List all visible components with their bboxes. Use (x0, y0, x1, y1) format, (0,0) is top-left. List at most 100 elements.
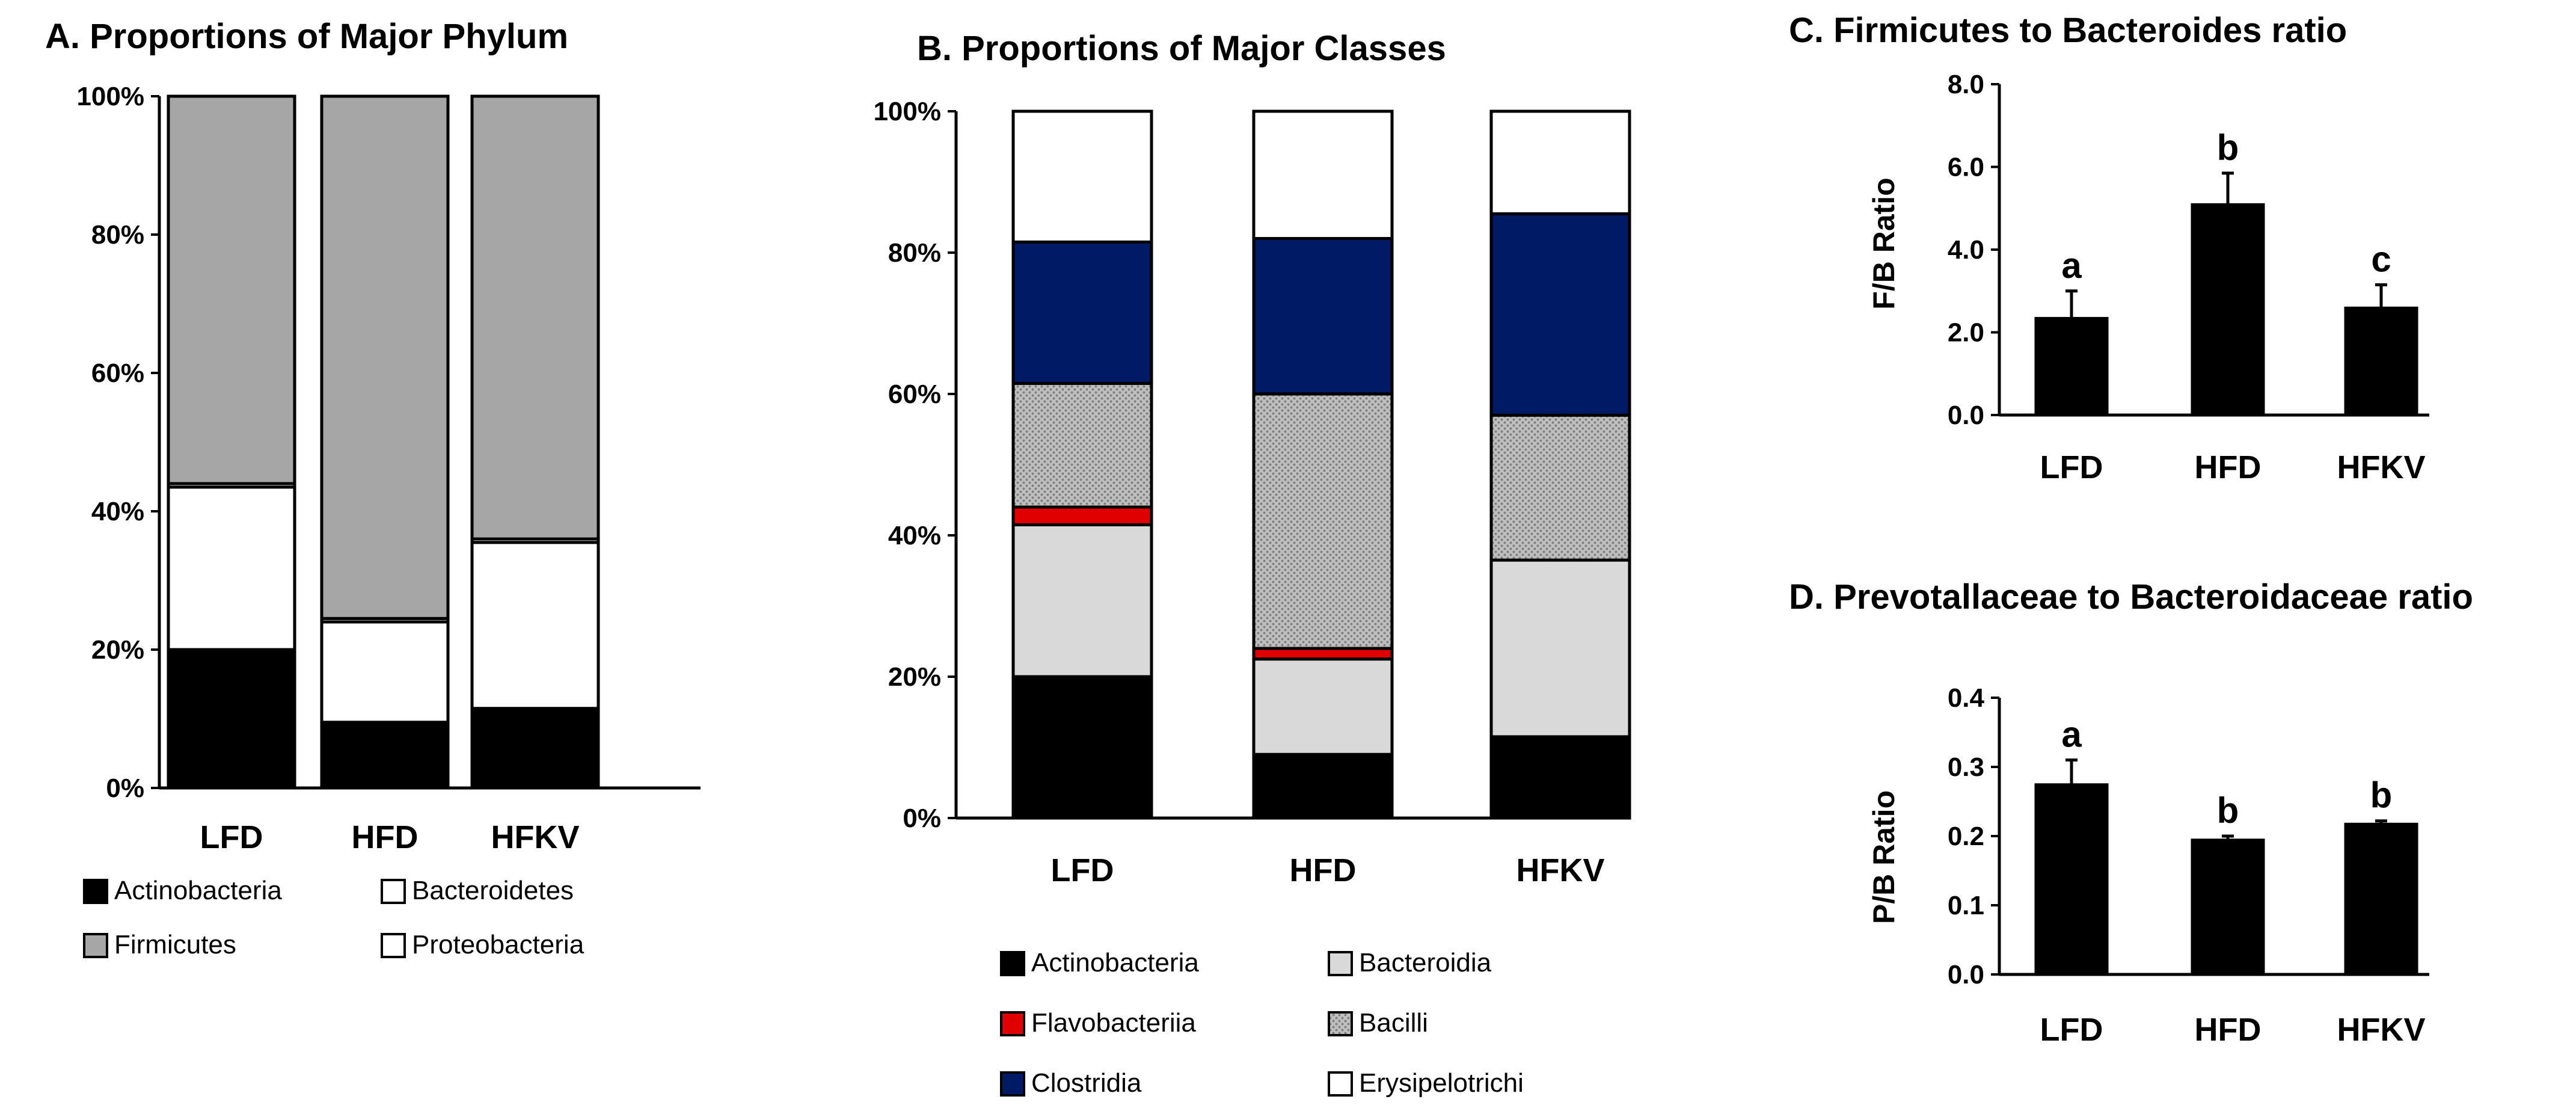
panel-c-significance-label-hfd: b (2217, 128, 2239, 168)
panel-c-y-tick-label: 4.0 (1948, 235, 1984, 265)
panel-c-significance-label-hfkv: c (2371, 239, 2391, 279)
panel-a-title: A. Proportions of Major Phylum (45, 17, 568, 56)
panel-c-ylabel: F/B Ratio (1867, 177, 1901, 309)
panel-c-y-tick-label: 6.0 (1948, 153, 1984, 182)
panel-d-x-tick-label-lfd: LFD (2040, 1012, 2103, 1048)
panel-a-bar-lfd-firmicutes (167, 94, 296, 485)
panel-c-bar-hfkv (2344, 306, 2418, 416)
panel-a-bar-hfkv-firmicutes (470, 94, 600, 541)
panel-d-pb-ratio-chart: D. Prevotallaceae to Bacteroidaceae rati… (1789, 577, 2473, 1048)
panel-b-bar-lfd-clostridia (1011, 240, 1153, 385)
panel-b-x-tick-label-hfkv: HFKV (1516, 852, 1605, 888)
panel-d-ylabel: P/B Ratio (1867, 790, 1901, 924)
panel-a-x-tick-label-lfd: LFD (200, 819, 263, 855)
panel-d-significance-label-hfd: b (2217, 790, 2239, 831)
panel-c-bar-hfd (2191, 203, 2265, 416)
panel-a-bar-hfd-firmicutes (320, 94, 450, 620)
panel-b-legend-label-clostridia: Clostridia (1031, 1068, 1142, 1098)
panel-d-bar-lfd (2034, 783, 2109, 976)
panel-c-significance-label-lfd: a (2061, 245, 2082, 286)
panel-a-bar-hfd-bacteroidetes (320, 620, 450, 724)
panel-a-legend-swatch-bacteroidetes (381, 879, 406, 904)
panel-b-bar-hfd-bacteroidia (1252, 657, 1394, 756)
panel-b-legend-swatch-bacteroidia (1328, 951, 1353, 976)
panel-b-bar-hfkv-actinobacteria (1489, 735, 1631, 820)
panel-a-y-tick-label: 0% (106, 774, 144, 803)
panel-c-x-tick-label-hfkv: HFKV (2337, 449, 2426, 485)
panel-c-y-tick-label: 0.0 (1948, 401, 1984, 430)
panel-b-bar-hfkv-clostridia (1489, 212, 1631, 417)
panel-b-y-tick-label: 100% (873, 97, 941, 126)
panel-b-bar-hfd-erysipelotrichi (1252, 109, 1394, 240)
panel-c-fb-ratio-chart: C. Firmicutes to Bacteroides ratio F/B R… (1789, 11, 2429, 485)
panel-b-bar-hfkv-bacilli (1489, 413, 1631, 562)
panel-a-x-tick-label-hfkv: HFKV (491, 819, 580, 855)
panel-a-bar-hfd-actinobacteria (320, 721, 450, 790)
panel-b-bar-hfd-clostridia (1252, 237, 1394, 396)
panel-d-x-tick-label-hfd: HFD (2195, 1012, 2262, 1048)
panel-d-x-tick-label-hfkv: HFKV (2337, 1012, 2426, 1048)
panel-d-title: D. Prevotallaceae to Bacteroidaceae rati… (1789, 577, 2473, 617)
panel-d-bar-hfd (2191, 838, 2265, 976)
panel-b-bar-hfkv-bacteroidia (1489, 558, 1631, 739)
panel-b-bar-hfd-actinobacteria (1252, 752, 1394, 820)
panel-c-title: C. Firmicutes to Bacteroides ratio (1789, 11, 2347, 50)
panel-a-y-tick-label: 40% (91, 497, 144, 526)
panel-b-bar-hfd-flavobacteriia (1252, 647, 1394, 661)
panel-b-legend-label-flavobacteriia: Flavobacteriia (1031, 1008, 1196, 1038)
panel-b-bar-lfd-erysipelotrichi (1011, 109, 1153, 244)
panel-d-y-tick-label: 0.4 (1948, 683, 1985, 713)
panel-b-legend-swatch-actinobacteria (1000, 951, 1025, 976)
panel-b-legend-swatch-erysipelotrichi (1328, 1071, 1353, 1097)
panel-b-legend-swatch-flavobacteriia (1000, 1011, 1025, 1036)
panel-b-bar-lfd-flavobacteriia (1011, 505, 1153, 526)
panel-b-bar-lfd-bacteroidia (1011, 523, 1153, 678)
panel-a-bar-hfkv-bacteroidetes (470, 541, 600, 710)
panel-d-y-tick-label: 0.3 (1948, 752, 1984, 782)
panel-a-y-tick-label: 60% (91, 358, 144, 388)
panel-a-x-tick-label-hfd: HFD (352, 819, 419, 855)
panel-c-x-tick-label-hfd: HFD (2195, 449, 2262, 485)
panel-b-classes-chart: B. Proportions of Major Classes 0% 20% 40%… (873, 29, 1631, 1098)
panel-b-y-tick-label: 60% (888, 380, 941, 409)
panel-a-legend-swatch-actinobacteria (83, 879, 108, 904)
panel-a-legend-label-proteobacteria: Proteobacteria (412, 930, 584, 959)
panel-b-legend-swatch-clostridia (1000, 1071, 1025, 1097)
panel-d-bar-hfkv (2344, 822, 2418, 976)
panel-c-y-tick-label: 8.0 (1948, 70, 1984, 99)
panel-b-y-tick-label: 40% (888, 521, 941, 550)
panel-a-bar-lfd-actinobacteria (167, 648, 296, 790)
panel-a-legend-swatch-firmicutes (83, 933, 108, 958)
panel-b-legend-swatch-bacilli (1328, 1011, 1353, 1036)
panel-b-legend-label-bacteroidia: Bacteroidia (1359, 948, 1492, 977)
panel-b-bar-lfd-bacilli (1011, 381, 1153, 509)
panel-a-legend-label-actinobacteria: Actinobacteria (114, 876, 282, 905)
panel-a-legend-label-firmicutes: Firmicutes (114, 930, 236, 959)
panel-b-y-tick-label: 20% (888, 662, 941, 692)
panel-b-x-tick-label-lfd: LFD (1051, 852, 1114, 888)
panel-d-significance-label-lfd: a (2061, 715, 2082, 755)
panel-c-x-tick-label-lfd: LFD (2040, 449, 2103, 485)
panel-b-legend-label-actinobacteria: Actinobacteria (1031, 948, 1199, 977)
panel-b-y-tick-label: 0% (903, 804, 941, 833)
panel-c-bar-lfd (2034, 316, 2109, 416)
panel-a-phylum-chart: A. Proportions of Major Phylum 0% 20% 40% 6… (45, 17, 701, 959)
panel-d-y-tick-label: 0.2 (1948, 822, 1984, 851)
panel-b-title: B. Proportions of Major Classes (917, 29, 1446, 68)
panel-b-legend-label-bacilli: Bacilli (1359, 1008, 1428, 1038)
panel-b-bar-hfkv-erysipelotrichi (1489, 109, 1631, 215)
panel-a-legend-label-bacteroidetes: Bacteroidetes (412, 876, 574, 905)
panel-b-y-tick-label: 80% (888, 238, 941, 268)
panel-b-x-tick-label-hfd: HFD (1290, 852, 1357, 888)
panel-b-legend-label-erysipelotrichi: Erysipelotrichi (1359, 1068, 1524, 1098)
panel-d-y-tick-label: 0.1 (1948, 891, 1984, 920)
panel-d-y-tick-label: 0.0 (1948, 960, 1984, 989)
panel-b-bar-hfd-bacilli (1252, 392, 1394, 650)
panel-a-y-tick-label: 20% (91, 635, 144, 665)
panel-a-y-tick-label: 80% (91, 220, 144, 250)
panel-d-significance-label-hfkv: b (2370, 775, 2393, 816)
panel-a-legend-swatch-proteobacteria (381, 933, 406, 958)
panel-a-bar-hfkv-actinobacteria (470, 707, 600, 790)
panel-a-y-tick-label: 100% (76, 82, 144, 111)
